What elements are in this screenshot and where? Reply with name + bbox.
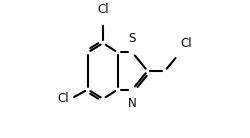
- Text: Cl: Cl: [180, 37, 192, 50]
- Text: Cl: Cl: [57, 92, 69, 105]
- Text: N: N: [128, 97, 137, 110]
- Text: Cl: Cl: [97, 3, 109, 16]
- Text: S: S: [128, 32, 136, 45]
